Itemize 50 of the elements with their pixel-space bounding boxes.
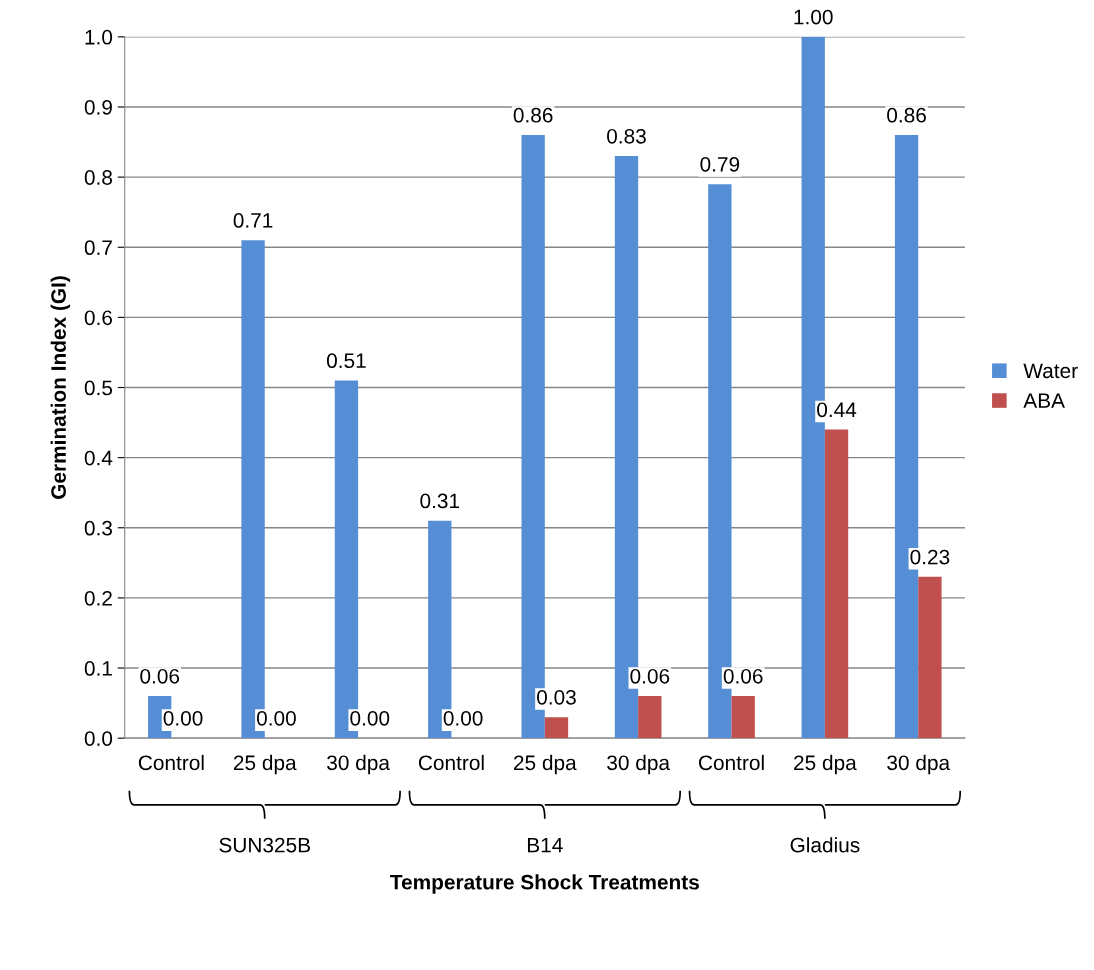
bar xyxy=(918,576,942,739)
data-label: 0.23 xyxy=(910,549,950,565)
y-tick-label: 0.6 xyxy=(84,310,112,326)
y-tick-label: 0.5 xyxy=(84,380,113,396)
data-label: 0.71 xyxy=(233,213,273,228)
x-tick-label: Control xyxy=(418,754,484,771)
text: SUN325B xyxy=(219,837,310,853)
bar xyxy=(824,429,849,739)
legend-label: Water xyxy=(1023,363,1078,379)
data-label: 0.00 xyxy=(256,710,296,726)
y-tick-label: 0.9 xyxy=(84,99,112,115)
text: Gladius xyxy=(790,837,860,853)
data-label: 0.06 xyxy=(140,668,180,684)
data-label: 0.44 xyxy=(817,402,857,418)
y-tick-label: 1.0 xyxy=(85,29,113,45)
data-label: 0.86 xyxy=(513,107,553,123)
data-label: 0.79 xyxy=(700,156,740,172)
data-label: 0.03 xyxy=(537,689,576,705)
x-tick-label: 25 dpa xyxy=(794,754,857,775)
bar xyxy=(638,696,662,739)
x-tick-label: Control xyxy=(699,754,764,771)
x-tick-label: 30 dpa xyxy=(327,754,390,775)
text: B14 xyxy=(527,837,563,853)
bar xyxy=(544,717,569,739)
data-label: 0.06 xyxy=(723,668,763,684)
y-tick-label: 0.2 xyxy=(84,590,112,606)
y-tick-label: 0.0 xyxy=(84,731,113,746)
y-tick-label: 0.4 xyxy=(84,450,113,466)
y-axis-title: Germination Index (GI) xyxy=(50,276,71,499)
data-label: 0.86 xyxy=(887,107,926,123)
y-tick-label: 0.7 xyxy=(84,240,112,256)
x-tick-label: 30 dpa xyxy=(607,754,671,775)
data-label: 0.00 xyxy=(443,710,483,726)
x-tick-label: 25 dpa xyxy=(514,754,577,775)
y-tick-label: 0.1 xyxy=(84,661,112,676)
legend-label: ABA xyxy=(1023,393,1065,408)
y-tick-label: 0.3 xyxy=(84,520,112,536)
bar xyxy=(731,696,755,739)
data-label: 0.00 xyxy=(350,710,390,726)
data-label: 0.31 xyxy=(420,493,460,509)
x-tick-label: 30 dpa xyxy=(887,754,951,775)
data-label: 0.51 xyxy=(326,353,366,369)
data-label: 0.00 xyxy=(163,710,203,726)
x-tick-label: Control xyxy=(138,754,204,771)
data-label: 0.83 xyxy=(607,128,646,144)
x-tick-label: 25 dpa xyxy=(233,754,297,775)
data-label: 0.06 xyxy=(630,668,670,684)
data-label: 1.00 xyxy=(794,9,833,25)
x-axis-title: Temperature Shock Treatments xyxy=(390,874,699,894)
y-tick-label: 0.8 xyxy=(84,170,113,185)
